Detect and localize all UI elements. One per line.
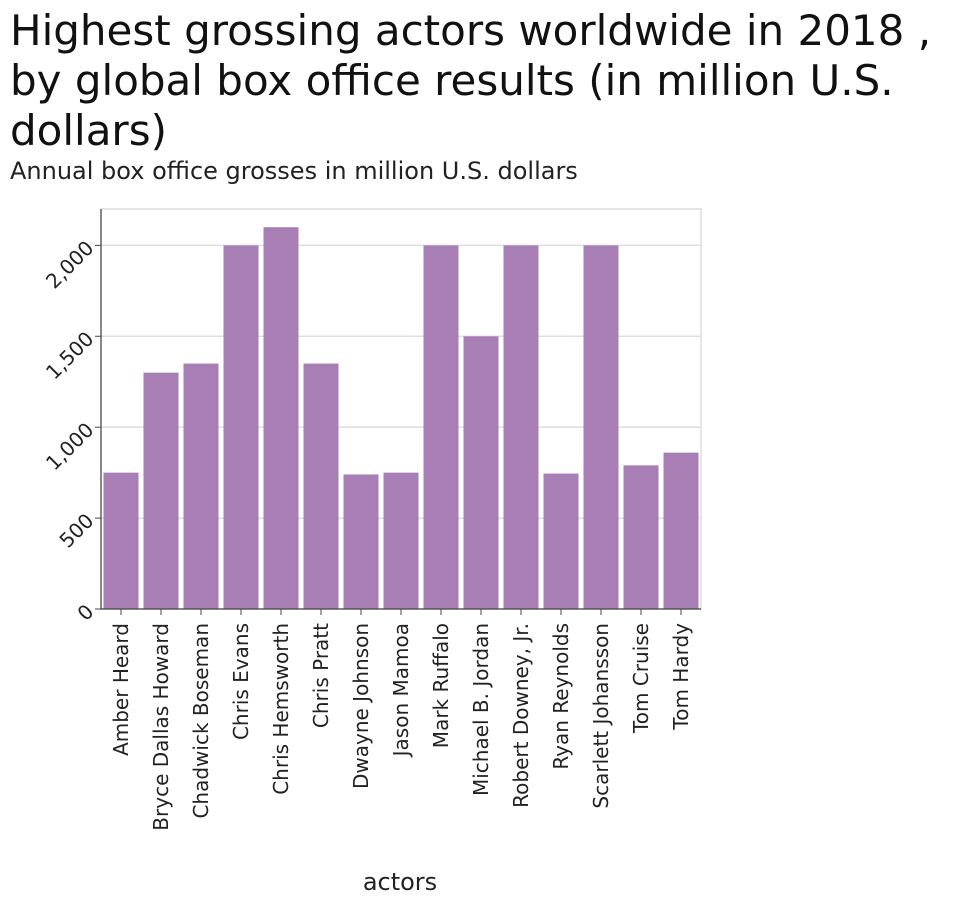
x-tick-label: Tom Cruise <box>629 623 653 734</box>
bar <box>103 472 139 609</box>
bar <box>503 245 539 609</box>
y-tick-label: 1,500 <box>41 327 98 384</box>
x-tick-label: Scarlett Johansson <box>589 623 613 809</box>
y-tick-label: 1,000 <box>41 418 98 475</box>
x-tick-label: Jason Mamoa <box>389 623 413 758</box>
x-tick-label: Tom Hardy <box>669 623 693 731</box>
bar <box>303 363 339 609</box>
x-tick-label: Ryan Reynolds <box>549 623 573 770</box>
bar <box>663 452 699 609</box>
bar <box>183 363 219 609</box>
bar <box>623 465 659 609</box>
chart-subtitle: Annual box office grosses in million U.S… <box>10 157 578 185</box>
y-tick-label: 0 <box>72 599 98 625</box>
x-tick-label: Chris Evans <box>229 623 253 740</box>
bar <box>583 245 619 609</box>
bar <box>223 245 259 609</box>
bar <box>463 336 499 609</box>
x-tick-label: Bryce Dallas Howard <box>149 623 173 831</box>
x-tick-label: Robert Downey, Jr. <box>509 623 533 808</box>
bar <box>423 245 459 609</box>
bar <box>343 474 379 609</box>
x-tick-label: Chris Hemsworth <box>269 623 293 795</box>
chart-title: Highest grossing actors worldwide in 201… <box>10 6 932 155</box>
x-tick-label: Michael B. Jordan <box>469 623 493 796</box>
bar <box>143 372 179 609</box>
x-axis-label: actors <box>363 868 437 896</box>
bar <box>543 473 579 609</box>
x-tick-label: Chris Pratt <box>309 623 333 728</box>
bar <box>383 472 419 609</box>
y-tick-label: 2,000 <box>41 236 98 293</box>
bar <box>263 227 299 609</box>
y-tick-label: 500 <box>54 509 98 553</box>
x-tick-label: Mark Ruffalo <box>429 623 453 748</box>
x-tick-label: Amber Heard <box>109 623 133 756</box>
x-tick-label: Dwayne Johnson <box>349 623 373 789</box>
x-tick-label: Chadwick Boseman <box>189 623 213 819</box>
